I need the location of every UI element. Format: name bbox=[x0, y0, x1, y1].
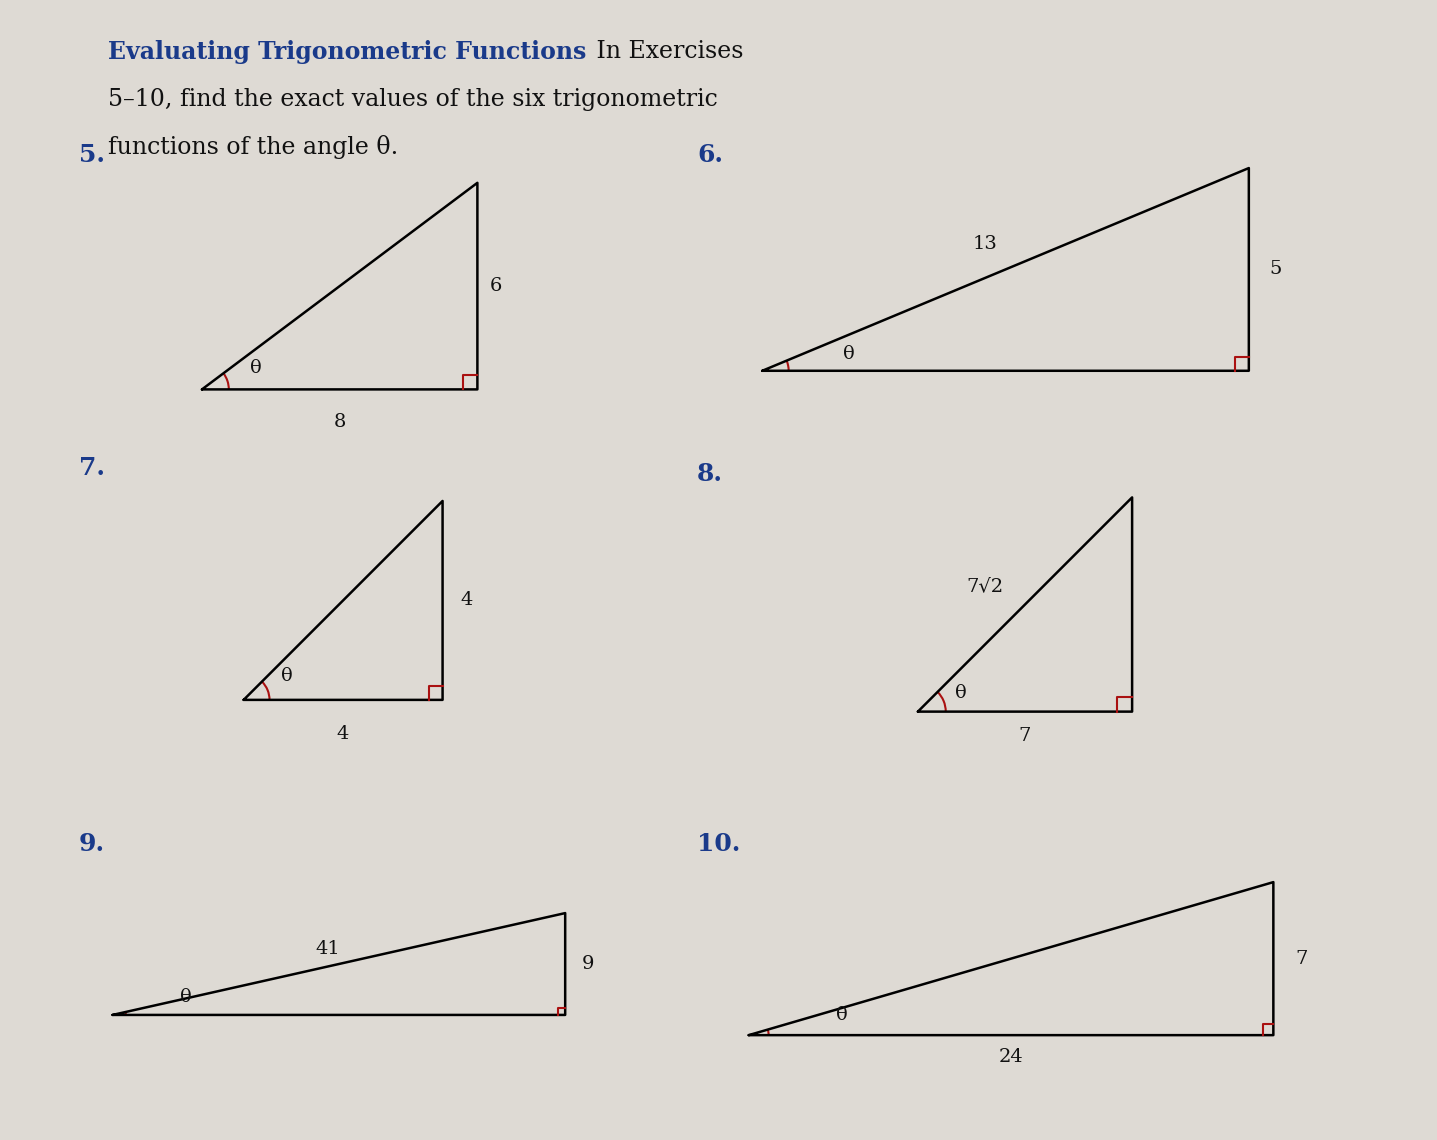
Text: In Exercises: In Exercises bbox=[589, 40, 744, 63]
Text: 5.: 5. bbox=[79, 142, 105, 166]
Text: θ: θ bbox=[181, 988, 193, 1005]
Text: 8.: 8. bbox=[697, 462, 723, 486]
Text: 7.: 7. bbox=[79, 456, 105, 480]
Text: 7: 7 bbox=[1295, 950, 1308, 968]
Text: θ: θ bbox=[282, 667, 293, 685]
Text: 6: 6 bbox=[490, 277, 502, 295]
Text: 24: 24 bbox=[999, 1049, 1023, 1066]
Text: 5–10, find the exact values of the six trigonometric: 5–10, find the exact values of the six t… bbox=[108, 88, 717, 111]
Text: θ: θ bbox=[250, 359, 262, 377]
Text: Evaluating Trigonometric Functions: Evaluating Trigonometric Functions bbox=[108, 40, 586, 64]
Text: θ: θ bbox=[954, 684, 966, 702]
Text: functions of the angle θ.: functions of the angle θ. bbox=[108, 135, 398, 158]
Text: 7√2: 7√2 bbox=[967, 577, 1003, 595]
Text: 10.: 10. bbox=[697, 832, 740, 856]
Text: 4: 4 bbox=[460, 592, 473, 610]
Text: θ: θ bbox=[844, 344, 855, 363]
Text: 9: 9 bbox=[582, 955, 595, 974]
Text: 7: 7 bbox=[1019, 727, 1032, 744]
Text: 9.: 9. bbox=[79, 832, 105, 856]
Text: 41: 41 bbox=[315, 940, 341, 959]
Text: 5: 5 bbox=[1269, 260, 1282, 278]
Text: 4: 4 bbox=[336, 725, 349, 743]
Text: θ: θ bbox=[836, 1007, 848, 1024]
Text: 8: 8 bbox=[333, 414, 346, 432]
Text: 13: 13 bbox=[973, 235, 997, 253]
Text: 6.: 6. bbox=[697, 142, 723, 166]
